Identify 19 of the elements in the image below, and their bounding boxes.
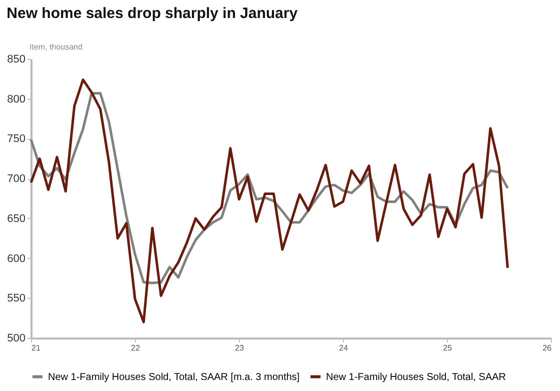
y-tick-label: 650: [7, 212, 26, 225]
y-tick-label: 850: [7, 54, 26, 66]
legend-label: New 1-Family Houses Sold, Total, SAAR: [326, 372, 506, 383]
line-series: [30, 78, 509, 324]
y-tick-label: 700: [7, 173, 26, 186]
y-axis-title: Item, thousand: [30, 42, 82, 52]
x-tick-label: 26: [542, 344, 552, 352]
y-tick-label: 600: [7, 252, 26, 265]
x-tick-label: 22: [131, 344, 140, 352]
x-tick-label: 21: [32, 344, 41, 352]
chart-title: New home sales drop sharply in January: [6, 5, 298, 22]
y-tick-label: 750: [7, 133, 26, 146]
y-tick-label: 550: [7, 292, 26, 305]
y-tick-label: 500: [7, 332, 26, 344]
y-tick-label: 800: [7, 93, 26, 106]
legend-label: New 1-Family Houses Sold, Total, SAAR [m.a. 3 months]: [48, 372, 300, 383]
x-tick-label: 23: [235, 344, 244, 352]
x-tick-label: 25: [443, 344, 452, 352]
x-tick-label: 24: [339, 344, 348, 352]
